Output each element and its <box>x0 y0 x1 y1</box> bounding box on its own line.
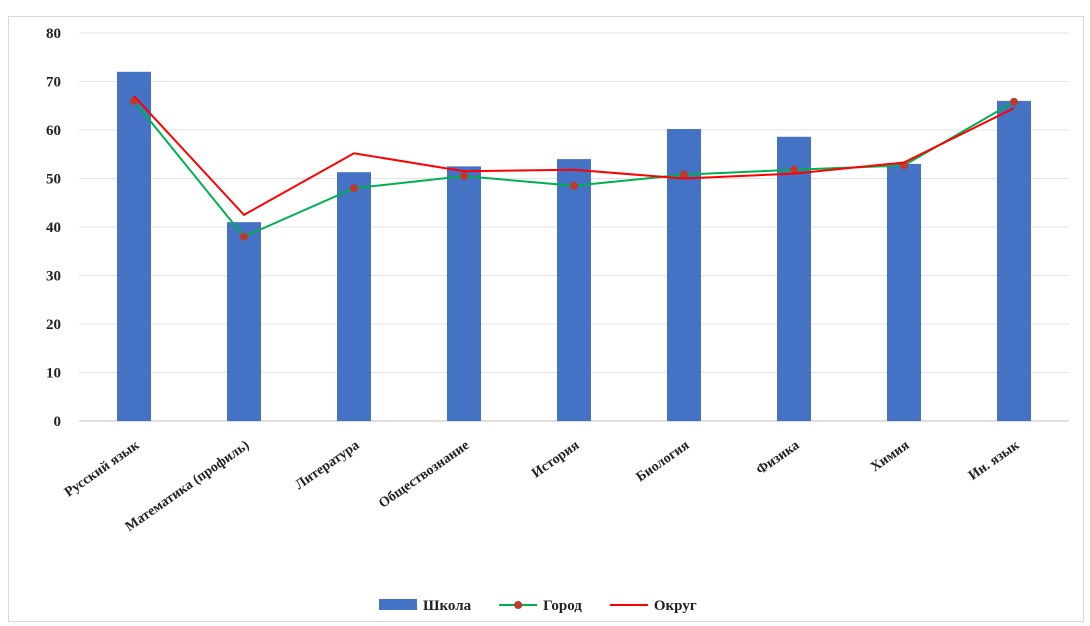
legend: Школа Город Округ <box>379 598 697 614</box>
x-tick-label: Литература <box>293 438 363 493</box>
series-point <box>1010 97 1018 106</box>
school-bars <box>117 71 1031 422</box>
legend-swatch <box>379 599 417 610</box>
chart-svg: 0 10 20 30 40 50 60 70 80 Русский языкМатематика… <box>46 26 1069 614</box>
bar-8 <box>887 163 921 421</box>
chart-frame: 0 10 20 30 40 50 60 70 80 Русский язык Математика… <box>8 16 1084 622</box>
y-tick-label: 0 <box>54 414 62 430</box>
bar-7 <box>777 136 811 421</box>
bar-1 <box>117 71 151 422</box>
series-point <box>790 165 798 174</box>
bar-3 <box>337 172 371 421</box>
legend-item-1: Школа <box>379 598 472 614</box>
x-tick-label: Математика (профиль) <box>123 438 253 535</box>
legend-item-3: Округ <box>609 598 697 614</box>
y-tick-label: 70 <box>46 75 61 91</box>
bar-5 <box>557 159 591 421</box>
series-point <box>460 172 468 181</box>
legend-label: Школа <box>423 598 472 614</box>
bar-4 <box>447 166 481 421</box>
series-point <box>680 170 688 179</box>
series-line-2 <box>133 95 1015 217</box>
y-tick-label: 40 <box>46 220 61 236</box>
y-tick-label: 20 <box>46 317 61 333</box>
y-tick-label: 10 <box>46 366 61 382</box>
x-tick-label: Русский язык <box>62 437 143 500</box>
bar-9 <box>997 100 1031 422</box>
series-lines <box>130 95 1018 241</box>
series-point <box>240 232 248 241</box>
legend-item-2: Город <box>499 598 582 614</box>
bar-2 <box>227 222 261 421</box>
legend-label: Округ <box>654 598 697 614</box>
legend-marker <box>514 601 523 609</box>
y-tick-label: 30 <box>46 269 61 285</box>
x-tick-label: Ин. язык <box>966 437 1023 483</box>
series-point <box>350 184 358 193</box>
x-tick-label: Физика <box>754 438 802 478</box>
y-tick-label: 50 <box>46 172 61 188</box>
y-tick-label: 80 <box>46 26 61 42</box>
y-tick-label: 60 <box>46 123 61 139</box>
legend-label: Город <box>543 598 582 614</box>
x-tick-label: История <box>529 438 582 482</box>
x-tick-label: Обществознание <box>376 438 472 511</box>
x-tick-label: Биология <box>634 438 693 486</box>
series-point <box>570 181 578 190</box>
x-tick-label: Химия <box>868 438 912 475</box>
y-axis-ticks: 0 10 20 30 40 50 60 70 80 <box>46 26 61 430</box>
